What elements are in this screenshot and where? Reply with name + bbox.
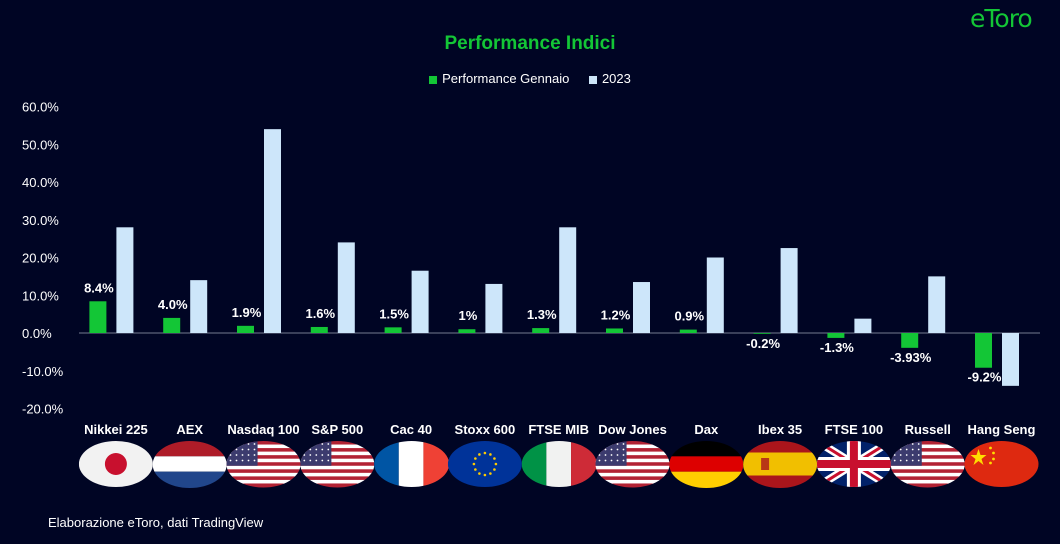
bar-january-hang-seng — [975, 333, 992, 368]
data-label-stoxx-600: 1% — [459, 308, 478, 323]
china-flag-icon — [964, 441, 1039, 487]
category-label-stoxx-600: Stoxx 600 — [455, 422, 516, 437]
y-tick-label: 60.0% — [22, 100, 59, 115]
japan-flag-icon — [78, 441, 153, 487]
y-tick-label: 40.0% — [22, 175, 59, 190]
italy-flag-icon — [521, 441, 597, 487]
legend-swatch-january — [429, 75, 438, 84]
data-label-nasdaq-100: 1.9% — [232, 305, 262, 320]
y-tick-label: 0.0% — [22, 326, 52, 341]
bar-2023-ftse-100 — [854, 318, 872, 333]
category-label-cac-40: Cac 40 — [390, 422, 432, 437]
legend-swatch-2023 — [588, 75, 597, 84]
data-label-ibex-35: -0.2% — [746, 336, 780, 351]
category-label-aex: AEX — [176, 422, 203, 437]
data-label-aex: 4.0% — [158, 297, 188, 312]
category-label-ftse-mib: FTSE MIB — [528, 422, 589, 437]
data-label-hang-seng: -9.2% — [968, 370, 1002, 385]
y-tick-label: -20.0% — [22, 402, 64, 417]
data-label-dax: 0.9% — [674, 309, 704, 324]
data-label-ftse-mib: 1.3% — [527, 307, 557, 322]
data-label-sandp-500: 1.6% — [305, 306, 335, 321]
bar-january-ibex-35 — [753, 333, 771, 334]
usa-flag-icon — [226, 441, 301, 488]
spain-flag-icon — [743, 441, 818, 488]
bar-2023-russell-2000 — [928, 276, 946, 333]
chart-title: Performance Indici — [444, 33, 616, 54]
category-label-nikkei-225: Nikkei 225 — [84, 422, 148, 437]
usa-flag-icon — [595, 441, 670, 488]
category-label-russell-2000: Russell — [905, 422, 951, 437]
bar-2023-stoxx-600 — [485, 283, 503, 333]
source-note: Elaborazione eToro, dati TradingView — [48, 515, 264, 530]
data-label-ftse-100: -1.3% — [820, 340, 854, 355]
netherlands-flag-icon — [152, 441, 227, 488]
data-label-cac-40: 1.5% — [379, 306, 409, 321]
y-tick-label: 10.0% — [22, 288, 59, 303]
bar-january-sandp-500 — [310, 326, 328, 333]
etoro-logo: eToro — [970, 4, 1033, 33]
bar-2023-ftse-mib — [559, 227, 577, 333]
data-label-dow-jones: 1.2% — [601, 307, 631, 322]
uk-flag-icon — [816, 441, 891, 487]
category-label-hang-seng: Hang Seng — [968, 422, 1036, 437]
bar-2023-dow-jones — [633, 282, 650, 333]
bar-january-ftse-mib — [532, 328, 550, 333]
bar-2023-nasdaq-100 — [264, 129, 281, 333]
category-label-ibex-35: Ibex 35 — [758, 422, 802, 437]
category-label-nasdaq-100: Nasdaq 100 — [227, 422, 299, 437]
bar-2023-hang-seng — [1002, 333, 1019, 386]
legend-item-january: Performance Gennaio — [429, 71, 569, 86]
legend-label-2023: 2023 — [601, 71, 631, 86]
bar-january-russell-2000 — [901, 333, 919, 348]
usa-flag-icon — [300, 441, 375, 488]
category-label-dax: Dax — [694, 422, 719, 437]
bar-2023-ibex-35 — [780, 248, 798, 333]
bar-january-cac-40 — [384, 327, 402, 333]
category-label-ftse-100: FTSE 100 — [825, 422, 884, 437]
y-tick-label: -10.0% — [22, 364, 64, 379]
bar-2023-nikkei-225 — [116, 227, 134, 333]
data-label-nikkei-225: 8.4% — [84, 280, 114, 295]
france-flag-icon — [374, 441, 450, 487]
category-label-sandp-500: S&P 500 — [311, 422, 363, 437]
bar-2023-aex — [190, 280, 208, 333]
bar-january-nasdaq-100 — [237, 325, 254, 333]
bar-january-ftse-100 — [827, 333, 845, 338]
category-label-dow-jones: Dow Jones — [598, 422, 667, 437]
bar-2023-cac-40 — [411, 270, 429, 333]
bar-january-stoxx-600 — [458, 329, 476, 333]
bar-january-dax — [679, 329, 697, 333]
legend-item-2023: 2023 — [588, 71, 631, 86]
germany-flag-icon — [669, 441, 744, 488]
bar-2023-dax — [706, 257, 724, 333]
bar-january-nikkei-225 — [89, 301, 107, 333]
chart-legend: Performance Gennaio 2023 — [0, 71, 1060, 86]
bar-january-aex — [163, 317, 181, 333]
y-tick-label: 20.0% — [22, 251, 59, 266]
eu-flag-icon — [447, 441, 522, 487]
legend-label-january: Performance Gennaio — [442, 71, 570, 86]
bar-2023-sandp-500 — [337, 242, 355, 333]
y-tick-label: 30.0% — [22, 213, 59, 228]
data-label-russell-2000: -3.93% — [890, 350, 932, 365]
y-tick-label: 50.0% — [22, 137, 59, 152]
usa-flag-icon — [890, 441, 965, 488]
bar-january-dow-jones — [606, 328, 623, 333]
